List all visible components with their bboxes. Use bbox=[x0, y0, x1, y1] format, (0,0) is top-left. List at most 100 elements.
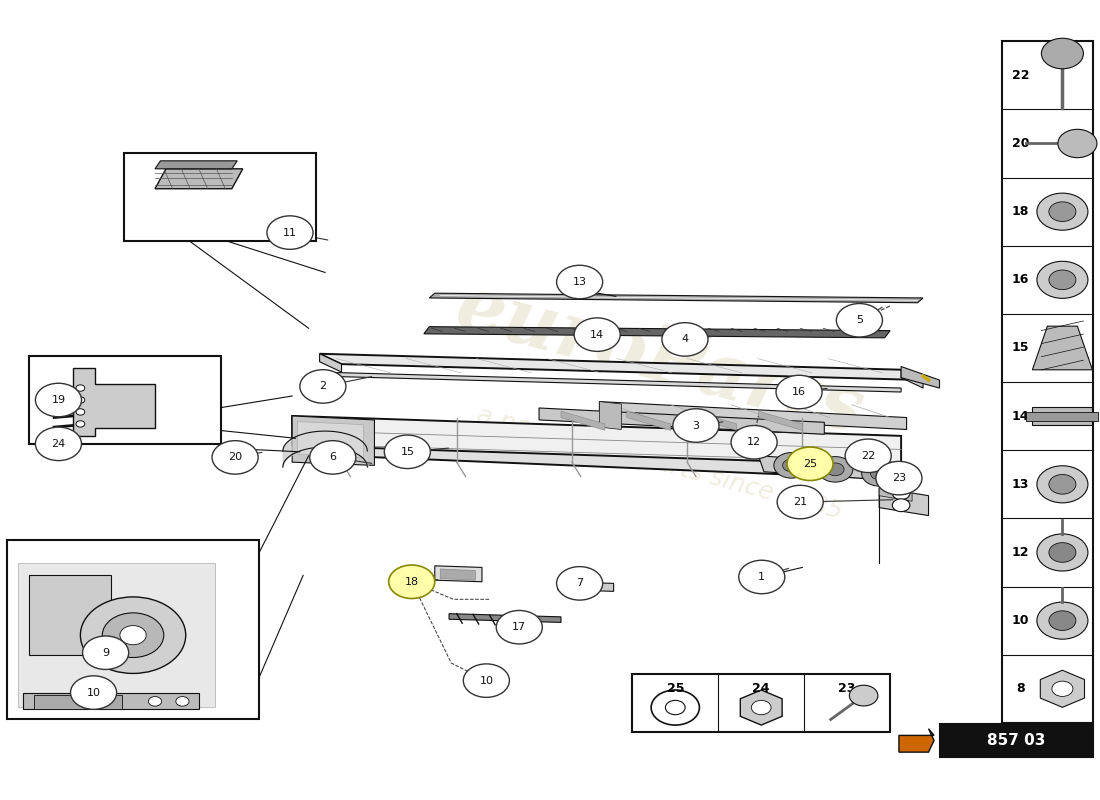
Polygon shape bbox=[879, 488, 928, 515]
Polygon shape bbox=[293, 416, 374, 466]
Circle shape bbox=[35, 383, 81, 417]
Bar bbox=[1002, 42, 1093, 723]
Circle shape bbox=[35, 427, 81, 461]
Text: 15: 15 bbox=[1012, 342, 1030, 354]
Circle shape bbox=[673, 409, 719, 442]
Text: 17: 17 bbox=[513, 622, 526, 632]
Text: 21: 21 bbox=[793, 497, 807, 507]
Polygon shape bbox=[740, 690, 782, 725]
Text: 16: 16 bbox=[792, 387, 806, 397]
Circle shape bbox=[76, 385, 85, 391]
Polygon shape bbox=[320, 354, 923, 380]
Text: 18: 18 bbox=[1012, 205, 1030, 218]
Polygon shape bbox=[429, 293, 923, 302]
Circle shape bbox=[557, 566, 603, 600]
Text: 19: 19 bbox=[52, 395, 66, 405]
Circle shape bbox=[310, 441, 355, 474]
Circle shape bbox=[1042, 38, 1084, 69]
Polygon shape bbox=[155, 169, 243, 189]
Text: 10: 10 bbox=[1012, 614, 1030, 627]
Text: 7: 7 bbox=[576, 578, 583, 588]
Text: 18: 18 bbox=[405, 577, 419, 586]
Circle shape bbox=[463, 664, 509, 698]
Text: 10: 10 bbox=[87, 687, 100, 698]
Circle shape bbox=[662, 322, 708, 356]
Circle shape bbox=[817, 457, 852, 482]
Polygon shape bbox=[539, 408, 824, 434]
Polygon shape bbox=[23, 694, 199, 709]
Text: 1: 1 bbox=[758, 572, 766, 582]
Text: 24: 24 bbox=[752, 682, 770, 695]
Bar bbox=[939, 724, 1093, 757]
Circle shape bbox=[849, 686, 878, 706]
Text: 2: 2 bbox=[319, 382, 327, 391]
Text: 13: 13 bbox=[573, 277, 586, 287]
Text: 20: 20 bbox=[228, 452, 242, 462]
Text: euroParts: euroParts bbox=[448, 270, 871, 450]
Circle shape bbox=[776, 375, 822, 409]
Circle shape bbox=[1049, 202, 1076, 222]
Polygon shape bbox=[29, 575, 111, 655]
Circle shape bbox=[76, 421, 85, 427]
Circle shape bbox=[666, 700, 685, 714]
Circle shape bbox=[651, 690, 700, 725]
Circle shape bbox=[384, 435, 430, 469]
Polygon shape bbox=[449, 614, 561, 622]
Polygon shape bbox=[440, 569, 475, 580]
Polygon shape bbox=[34, 695, 122, 709]
Text: 16: 16 bbox=[1012, 274, 1030, 286]
Circle shape bbox=[1037, 262, 1088, 298]
Circle shape bbox=[94, 697, 107, 706]
Polygon shape bbox=[320, 372, 901, 392]
Circle shape bbox=[1037, 193, 1088, 230]
Circle shape bbox=[39, 697, 52, 706]
Circle shape bbox=[70, 676, 117, 710]
Circle shape bbox=[1049, 474, 1076, 494]
Polygon shape bbox=[693, 411, 737, 430]
Text: 857 03: 857 03 bbox=[987, 733, 1045, 748]
Circle shape bbox=[388, 565, 434, 598]
Polygon shape bbox=[293, 416, 315, 456]
Circle shape bbox=[148, 697, 162, 706]
Polygon shape bbox=[298, 422, 363, 458]
Circle shape bbox=[82, 636, 129, 670]
Circle shape bbox=[1052, 681, 1072, 697]
Polygon shape bbox=[155, 161, 238, 169]
Circle shape bbox=[80, 597, 186, 674]
Circle shape bbox=[892, 499, 910, 512]
Polygon shape bbox=[434, 566, 482, 582]
Circle shape bbox=[826, 463, 844, 476]
Text: 12: 12 bbox=[747, 438, 761, 447]
Circle shape bbox=[1037, 602, 1088, 639]
Text: 3: 3 bbox=[692, 421, 700, 430]
Text: 6: 6 bbox=[329, 452, 337, 462]
Circle shape bbox=[496, 610, 542, 644]
Circle shape bbox=[76, 397, 85, 403]
Circle shape bbox=[1049, 270, 1076, 290]
Circle shape bbox=[1037, 466, 1088, 503]
Text: 22: 22 bbox=[861, 451, 876, 461]
Text: 4: 4 bbox=[681, 334, 689, 345]
Polygon shape bbox=[1041, 670, 1085, 707]
Text: 8: 8 bbox=[1016, 682, 1025, 695]
Polygon shape bbox=[759, 411, 802, 430]
Circle shape bbox=[836, 303, 882, 337]
Circle shape bbox=[732, 426, 777, 459]
Bar bbox=[124, 153, 317, 241]
Polygon shape bbox=[600, 402, 906, 430]
Text: 20: 20 bbox=[1012, 137, 1030, 150]
Text: 25: 25 bbox=[803, 458, 817, 469]
Polygon shape bbox=[901, 370, 923, 388]
Circle shape bbox=[1049, 542, 1076, 562]
Polygon shape bbox=[73, 368, 155, 436]
Circle shape bbox=[892, 487, 910, 500]
Circle shape bbox=[267, 216, 314, 250]
Circle shape bbox=[212, 441, 258, 474]
Circle shape bbox=[870, 467, 888, 480]
Circle shape bbox=[557, 266, 603, 298]
Text: a passion for parts since 1985: a passion for parts since 1985 bbox=[474, 403, 845, 524]
Circle shape bbox=[76, 409, 85, 415]
Circle shape bbox=[773, 453, 808, 478]
Bar bbox=[632, 674, 890, 732]
Text: 11: 11 bbox=[283, 227, 297, 238]
